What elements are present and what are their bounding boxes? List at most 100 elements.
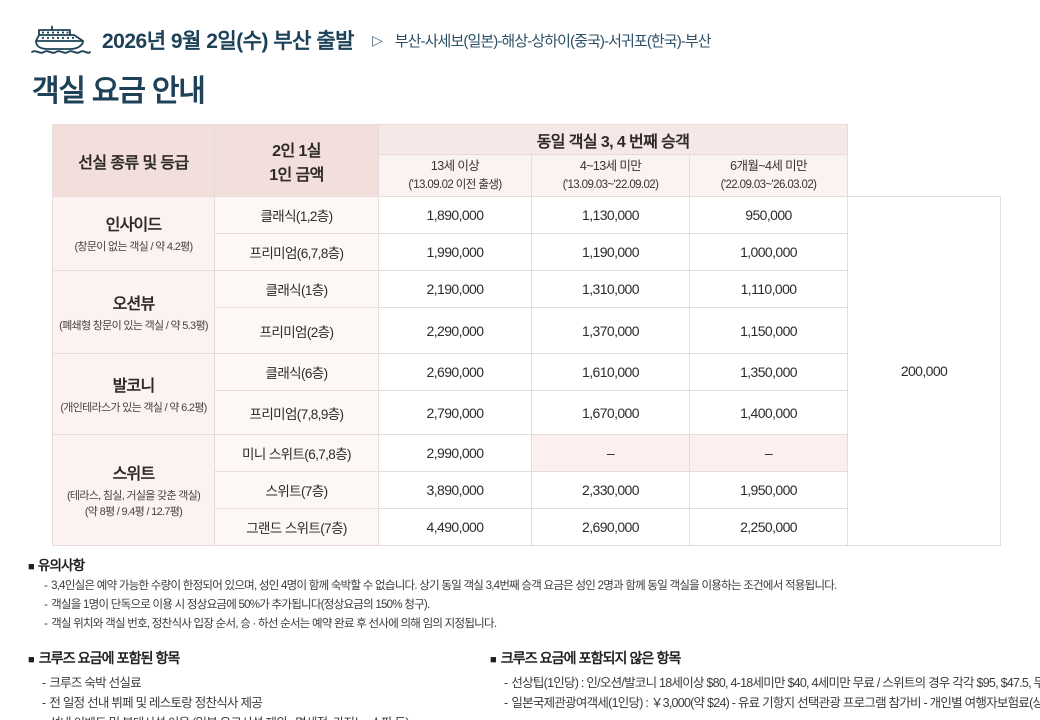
- price-double: 4,490,000: [378, 508, 532, 546]
- price-double: 1,990,000: [378, 233, 532, 271]
- dash-bullet-icon: -: [44, 580, 48, 592]
- price-double: 2,690,000: [378, 353, 532, 391]
- grade-cell: 그랜드 스위트(7층): [214, 508, 379, 546]
- included-column: ■ 크루즈 요금에 포함된 항목 - 크루즈 숙박 선실료 -전 일정 선내 뷔페 …: [28, 648, 490, 720]
- header-extra-guest-group: 동일 객실 3, 4 번째 승객: [377, 124, 849, 155]
- notice-section: ■ 유의사항 -3,4인실은 예약 가능한 수량이 한정되어 있으며, 성인 4명…: [0, 546, 1040, 634]
- price-age13: 1,610,000: [531, 353, 690, 391]
- table-row: 프리미엄(6,7,8층) 1,990,000 1,190,000 1,000,0…: [53, 233, 1001, 271]
- table-row: 인사이드 (창문이 없는 객실 / 약 4.2평) 클래식(1,2층) 1,89…: [52, 196, 1002, 546]
- excluded-column: ■ 크루즈 요금에 포함되지 않은 항목 - 선상팁(1인당) : 인/오션/발코니…: [490, 648, 1040, 720]
- fare-table-wrap: 선실 종류 및 등급 2인 1실 1인 금액 동일 객실 3, 4 번째 승객 …: [0, 110, 1040, 546]
- cabin-fare-table: 선실 종류 및 등급 2인 1실 1인 금액 동일 객실 3, 4 번째 승객 …: [52, 124, 1002, 546]
- category-name: 발코니: [112, 377, 156, 395]
- category-name: 스위트: [112, 465, 156, 483]
- category-desc: (창문이 없는 객실 / 약 4.2평): [74, 241, 193, 254]
- square-bullet-icon: ■: [28, 561, 35, 573]
- page-title: 객실 요금 안내: [32, 75, 206, 108]
- table-row: 그랜드 스위트(7층) 4,490,000 2,690,000 2,250,00…: [53, 508, 1001, 546]
- table-row: 스위트(7층) 3,890,000 2,330,000 1,950,000: [53, 471, 1001, 509]
- included-list: -크루즈 숙박 선실료 -전 일정 선내 뷔페 및 레스토랑 정찬식사 제공 -…: [28, 673, 490, 720]
- excluded-title-text: 크루즈 요금에 포함되지 않은 항목: [500, 649, 682, 666]
- cruise-ship-icon: [30, 24, 92, 56]
- table-header-row-1: 선실 종류 및 등급 2인 1실 1인 금액 동일 객실 3, 4 번째 승객: [52, 124, 1001, 197]
- notice-item-text: 3,4인실은 예약 가능한 수량이 한정되어 있으며, 성인 4명이 함께 숙박…: [51, 580, 837, 592]
- notice-title: ■ 유의사항: [28, 554, 1040, 574]
- price-age13: 1,670,000: [531, 390, 690, 435]
- price-double: 1,890,000: [378, 196, 532, 234]
- notice-list: -3,4인실은 예약 가능한 수량이 한정되어 있으며, 성인 4명이 함께 숙…: [28, 577, 1040, 634]
- table-row: 오션뷰 (폐쇄형 창문이 있는 객실 / 약 5.3평) 클래식(1층) 2,1…: [52, 270, 1001, 354]
- header-double-line2: 1인 금액: [269, 166, 324, 184]
- dash-bullet-icon: -: [42, 696, 46, 711]
- header-age-13-plus-note: ('13.09.02 이전 출생): [408, 179, 502, 192]
- list-item: -선내 이벤트 및 부대시설 이용 (일부 유료시설 제외 : 면세점, 카지노…: [42, 713, 490, 720]
- excluded-title: ■ 크루즈 요금에 포함되지 않은 항목: [490, 648, 1040, 668]
- list-item: - 객실 위치와 객실 번호, 정찬식사 입장 순서, 승 · 하선 순서는 예약…: [44, 615, 1040, 634]
- table-row: 프리미엄(2층) 2,290,000 1,370,000 1,150,000: [53, 307, 1001, 354]
- header-age-6m-4-label: 6개월~4세 미만: [730, 158, 807, 173]
- list-item: -3,4인실은 예약 가능한 수량이 한정되어 있으며, 성인 4명이 함께 숙…: [44, 577, 1040, 596]
- category-name: 오션뷰: [112, 295, 156, 313]
- price-age4: 1,950,000: [688, 471, 849, 509]
- list-item: - 객실을 1명이 단독으로 이용 시 정상요금에 50%가 추가됩니다(정상요금…: [44, 596, 1040, 615]
- header-cabin-type: 선실 종류 및 등급: [52, 124, 215, 197]
- included-title: ■ 크루즈 요금에 포함된 항목: [28, 648, 490, 668]
- price-age13: 2,690,000: [531, 508, 690, 546]
- header-double-occupancy: 2인 1실 1인 금액: [214, 124, 379, 197]
- list-item: - 일본국제관광여객세(1인당) : ￥3,000(약 $24) - 유료 기항지…: [504, 693, 1040, 713]
- inclusions-exclusions-section: ■ 크루즈 요금에 포함된 항목 - 크루즈 숙박 선실료 -전 일정 선내 뷔페 …: [0, 634, 1040, 720]
- category-desc: (테라스, 침실, 거실을 갖춘 객실): [66, 489, 201, 502]
- itinerary-route: 부산-사세보(일본)-해상-상하이(중국)-서귀포(한국)-부산: [394, 32, 712, 50]
- notice-title-text: 유의사항: [37, 558, 85, 573]
- category-desc: (개인테라스가 있는 객실 / 약 6.2평): [60, 401, 207, 414]
- route-arrow-icon: ▷: [371, 31, 383, 48]
- price-age13: 1,130,000: [531, 196, 690, 234]
- header-double-line1: 2인 1실: [272, 142, 321, 160]
- price-age4: 2,250,000: [688, 508, 849, 546]
- square-bullet-icon: ■: [28, 653, 35, 666]
- price-double: 2,790,000: [378, 390, 532, 435]
- header-age-4-13: 4~13세 미만 ('13.09.03~'22.09.02): [531, 154, 690, 197]
- price-age4: –: [688, 434, 849, 472]
- fare-table-body: 인사이드 (창문이 없는 객실 / 약 4.2평) 클래식(1,2층) 1,89…: [52, 196, 1002, 546]
- excluded-list: - 선상팁(1인당) : 인/오션/발코니 18세이상 $80, 4-18세미만 …: [490, 673, 1040, 714]
- price-age13: 2,330,000: [531, 471, 690, 509]
- price-age13: –: [531, 434, 690, 472]
- price-double: 3,890,000: [378, 471, 532, 509]
- square-bullet-icon: ■: [490, 653, 497, 666]
- price-double: 2,990,000: [378, 434, 532, 472]
- table-row: 스위트 (테라스, 침실, 거실을 갖춘 객실) (약 8평 / 9.4평 / …: [52, 434, 1001, 546]
- price-double: 2,290,000: [378, 307, 532, 354]
- page-header: 2026년 9월 2일(수) 부산 출발 ▷ 부산-사세보(일본)-해상-상하이…: [0, 0, 1040, 56]
- price-age13: 1,190,000: [531, 233, 690, 271]
- included-title-text: 크루즈 요금에 포함된 항목: [38, 649, 181, 666]
- dash-bullet-icon: -: [42, 716, 46, 720]
- price-age4: 1,400,000: [688, 390, 849, 435]
- included-item-text: 크루즈 숙박 선실료: [49, 675, 141, 690]
- price-age13: 1,370,000: [531, 307, 690, 354]
- header-age-6m-4-note: ('22.09.03~'26.03.02): [720, 179, 817, 192]
- list-item: -전 일정 선내 뷔페 및 레스토랑 정찬식사 제공: [42, 693, 490, 713]
- price-age13: 1,310,000: [531, 270, 690, 308]
- table-row: 프리미엄(7,8,9층) 2,790,000 1,670,000 1,400,0…: [53, 390, 1001, 435]
- table-header-row-2: 13세 이상 ('13.09.02 이전 출생) 4~13세 미만 ('13.0…: [53, 154, 1001, 197]
- dash-bullet-icon: -: [44, 617, 48, 630]
- price-double: 2,190,000: [378, 270, 532, 308]
- excluded-item-text: 일본국제관광여객세(1인당) : ￥3,000(약 $24) - 유료 기항지 …: [511, 696, 1040, 711]
- category-desc-2: (약 8평 / 9.4평 / 12.7평): [84, 505, 183, 518]
- header-age-4-13-note: ('13.09.03~'22.09.02): [562, 179, 659, 192]
- list-item: - 크루즈 숙박 선실료: [42, 673, 490, 693]
- category-cell-inside: 인사이드 (창문이 없는 객실 / 약 4.2평): [52, 196, 215, 271]
- grade-cell: 스위트(7층): [214, 471, 379, 509]
- included-item-text: 선내 이벤트 및 부대시설 이용 (일부 유료시설 제외 : 면세점, 카지노,…: [49, 716, 409, 720]
- grade-cell: 클래식(6층): [214, 353, 379, 391]
- grade-cell: 프리미엄(6,7,8층): [214, 233, 379, 271]
- category-cell-balcony: 발코니 (개인테라스가 있는 객실 / 약 6.2평): [52, 353, 215, 435]
- grade-cell: 클래식(1층): [214, 270, 379, 308]
- departure-date-title: 2026년 9월 2일(수) 부산 출발: [102, 30, 354, 53]
- notice-item-text: 객실을 1명이 단독으로 이용 시 정상요금에 50%가 추가됩니다(정상요금의…: [51, 598, 430, 611]
- category-name: 인사이드: [105, 217, 162, 235]
- table-row: 발코니 (개인테라스가 있는 객실 / 약 6.2평) 클래식(6층) 2,69…: [52, 353, 1001, 435]
